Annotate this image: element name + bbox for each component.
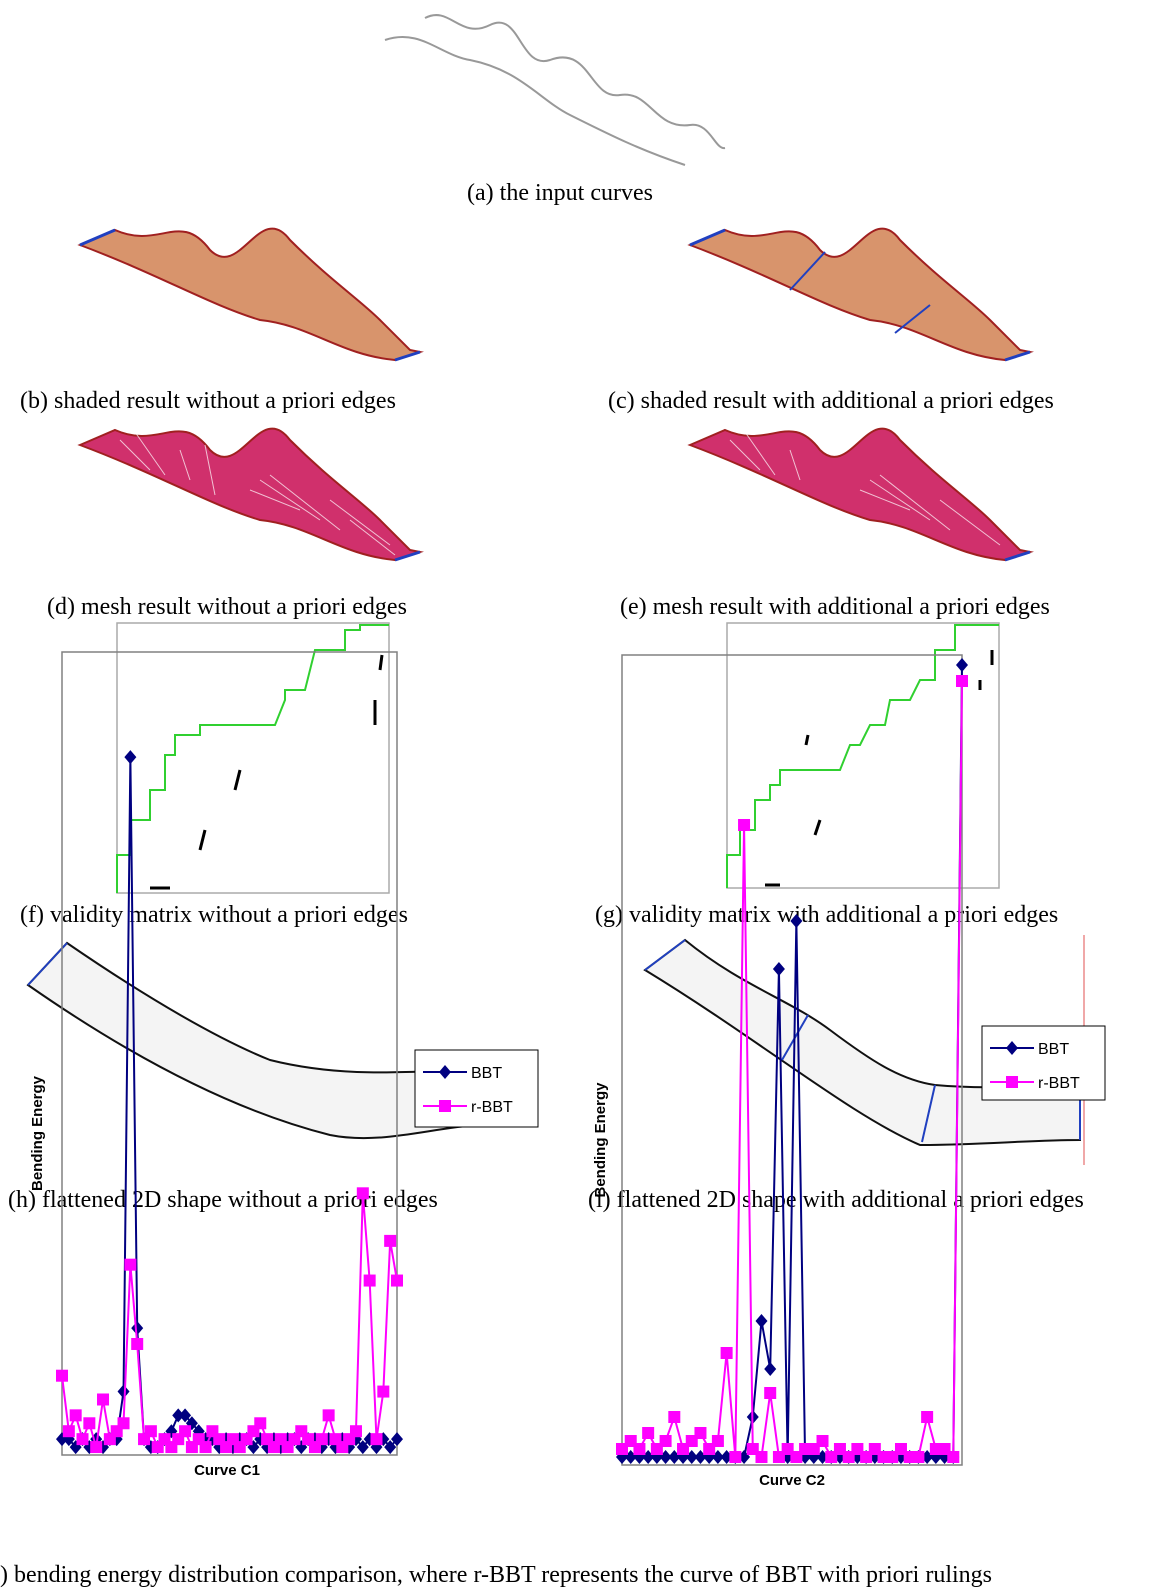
legend-label: BBT	[471, 1065, 502, 1082]
data-marker	[660, 1435, 672, 1447]
x-axis-label: Curve C1	[194, 1462, 260, 1479]
data-marker	[729, 1451, 741, 1463]
data-line	[622, 681, 962, 1457]
caption: (d) mesh result without a priori edges	[47, 594, 407, 620]
data-marker	[956, 658, 968, 672]
data-marker	[200, 1441, 212, 1453]
data-marker	[817, 1435, 829, 1447]
legend-marker	[1006, 1076, 1018, 1088]
data-marker	[364, 1275, 376, 1287]
data-marker	[956, 675, 968, 687]
caption: (c) shaded result with additional a prio…	[608, 388, 1054, 414]
caption: (b) shaded result without a priori edges	[20, 388, 396, 414]
data-marker	[668, 1411, 680, 1423]
data-marker	[97, 1393, 109, 1405]
caption: (g) validity matrix with additional a pr…	[595, 902, 1058, 928]
validity-matrix	[117, 623, 389, 893]
legend-label: r-BBT	[471, 1099, 513, 1116]
data-marker	[712, 1435, 724, 1447]
data-marker	[70, 1409, 82, 1421]
data-marker	[912, 1451, 924, 1463]
data-marker	[721, 1347, 733, 1359]
data-marker	[63, 1425, 75, 1437]
mesh-surface	[80, 429, 420, 560]
data-marker	[377, 1386, 389, 1398]
caption: ) bending energy distribution comparison…	[0, 1562, 992, 1588]
data-marker	[947, 1451, 959, 1463]
caption: (h) flattened 2D shape without a priori …	[8, 1187, 438, 1213]
data-marker	[56, 1370, 68, 1382]
mesh-surface	[690, 429, 1030, 560]
flattened-shape	[28, 943, 478, 1138]
x-axis-label: Curve C2	[759, 1472, 825, 1489]
data-marker	[124, 1259, 136, 1271]
data-line	[62, 1193, 397, 1447]
figure: (a) the input curves (b) shaded result w…	[0, 0, 1176, 1594]
legend-marker	[439, 1100, 451, 1112]
legend-label: BBT	[1038, 1041, 1069, 1058]
shaded-surface	[690, 229, 1030, 360]
data-marker	[145, 1425, 157, 1437]
data-marker	[755, 1451, 767, 1463]
data-marker	[764, 1387, 776, 1399]
data-marker	[90, 1441, 102, 1453]
legend-label: r-BBT	[1038, 1075, 1080, 1092]
data-marker	[124, 750, 136, 764]
data-marker	[384, 1235, 396, 1247]
data-marker	[391, 1275, 403, 1287]
data-marker	[131, 1338, 143, 1350]
data-marker	[118, 1417, 130, 1429]
data-marker	[254, 1417, 266, 1429]
input-curves	[385, 15, 725, 165]
data-marker	[633, 1443, 645, 1455]
caption: (i) flattened 2D shape with additional a…	[588, 1187, 1084, 1213]
data-marker	[755, 1314, 767, 1328]
y-axis-label: Bending Energy	[592, 1082, 609, 1198]
data-marker	[357, 1187, 369, 1199]
data-marker	[323, 1409, 335, 1421]
caption: (a) the input curves	[467, 180, 653, 206]
data-marker	[316, 1433, 328, 1445]
data-marker	[764, 1362, 776, 1376]
data-marker	[179, 1425, 191, 1437]
caption: (f) validity matrix without a priori edg…	[20, 902, 408, 928]
data-marker	[694, 1427, 706, 1439]
data-marker	[921, 1411, 933, 1423]
caption: (e) mesh result with additional a priori…	[620, 594, 1050, 620]
data-marker	[83, 1417, 95, 1429]
y-axis-label: Bending Energy	[29, 1075, 46, 1191]
data-marker	[118, 1385, 130, 1399]
shaded-surface	[80, 229, 420, 360]
data-marker	[738, 819, 750, 831]
data-marker	[642, 1427, 654, 1439]
data-marker	[370, 1433, 382, 1445]
data-marker	[773, 962, 785, 976]
data-marker	[77, 1433, 89, 1445]
data-marker	[350, 1425, 362, 1437]
